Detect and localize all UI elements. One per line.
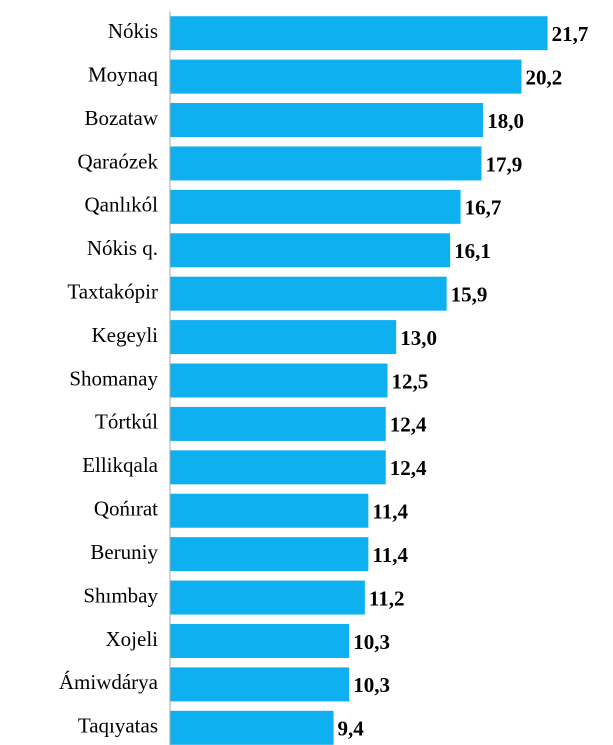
category-label: Qońırat: [94, 497, 158, 521]
value-label: 16,7: [465, 196, 502, 220]
value-label: 18,0: [487, 109, 524, 133]
bar: [170, 189, 461, 224]
category-label: Shımbay: [83, 583, 158, 607]
category-label: Nókis q.: [87, 236, 158, 260]
category-label: Moynaq: [88, 62, 158, 86]
bar: [170, 233, 451, 268]
bar: [170, 537, 369, 572]
category-label: Ellikqala: [82, 453, 158, 477]
value-label: 17,9: [485, 152, 522, 176]
bar: [170, 146, 482, 181]
category-label: Beruniy: [90, 540, 158, 564]
category-label: Ámiwdárya: [59, 670, 159, 694]
bar: [170, 363, 388, 398]
bar: [170, 493, 369, 528]
value-label: 13,0: [400, 326, 437, 350]
category-label: Shomanay: [69, 366, 158, 390]
category-label: Qanlıkól: [85, 193, 159, 217]
bar: [170, 276, 447, 311]
value-label: 11,2: [369, 586, 405, 610]
value-label: 21,7: [552, 22, 589, 46]
value-label: 12,5: [392, 369, 429, 393]
value-label: 10,3: [353, 630, 390, 654]
bar: [170, 623, 350, 658]
bar: [170, 16, 548, 51]
bar: [170, 320, 397, 355]
value-label: 15,9: [451, 282, 488, 306]
bar: [170, 450, 386, 485]
value-label: 10,3: [353, 673, 390, 697]
category-label: Qaraózek: [78, 149, 159, 173]
category-label: Tórtkúl: [95, 410, 158, 434]
value-label: 12,4: [390, 456, 427, 480]
category-label: Nókis: [108, 19, 158, 43]
category-label: Taqıyatas: [78, 714, 158, 738]
bar: [170, 103, 484, 138]
bar: [170, 580, 365, 615]
value-label: 11,4: [372, 543, 408, 567]
bar: [170, 710, 334, 745]
bar: [170, 59, 522, 94]
value-label: 11,4: [372, 500, 408, 524]
category-label: Bozataw: [85, 106, 159, 130]
value-label: 20,2: [525, 65, 562, 89]
value-label: 12,4: [390, 413, 427, 437]
value-label: 16,1: [454, 239, 491, 263]
category-label: Taxtakópir: [67, 279, 158, 303]
bar: [170, 667, 350, 702]
category-label: Kegeyli: [92, 323, 159, 347]
bar: [170, 406, 386, 441]
category-label: Xojeli: [106, 627, 159, 651]
value-label: 9,4: [338, 717, 365, 741]
